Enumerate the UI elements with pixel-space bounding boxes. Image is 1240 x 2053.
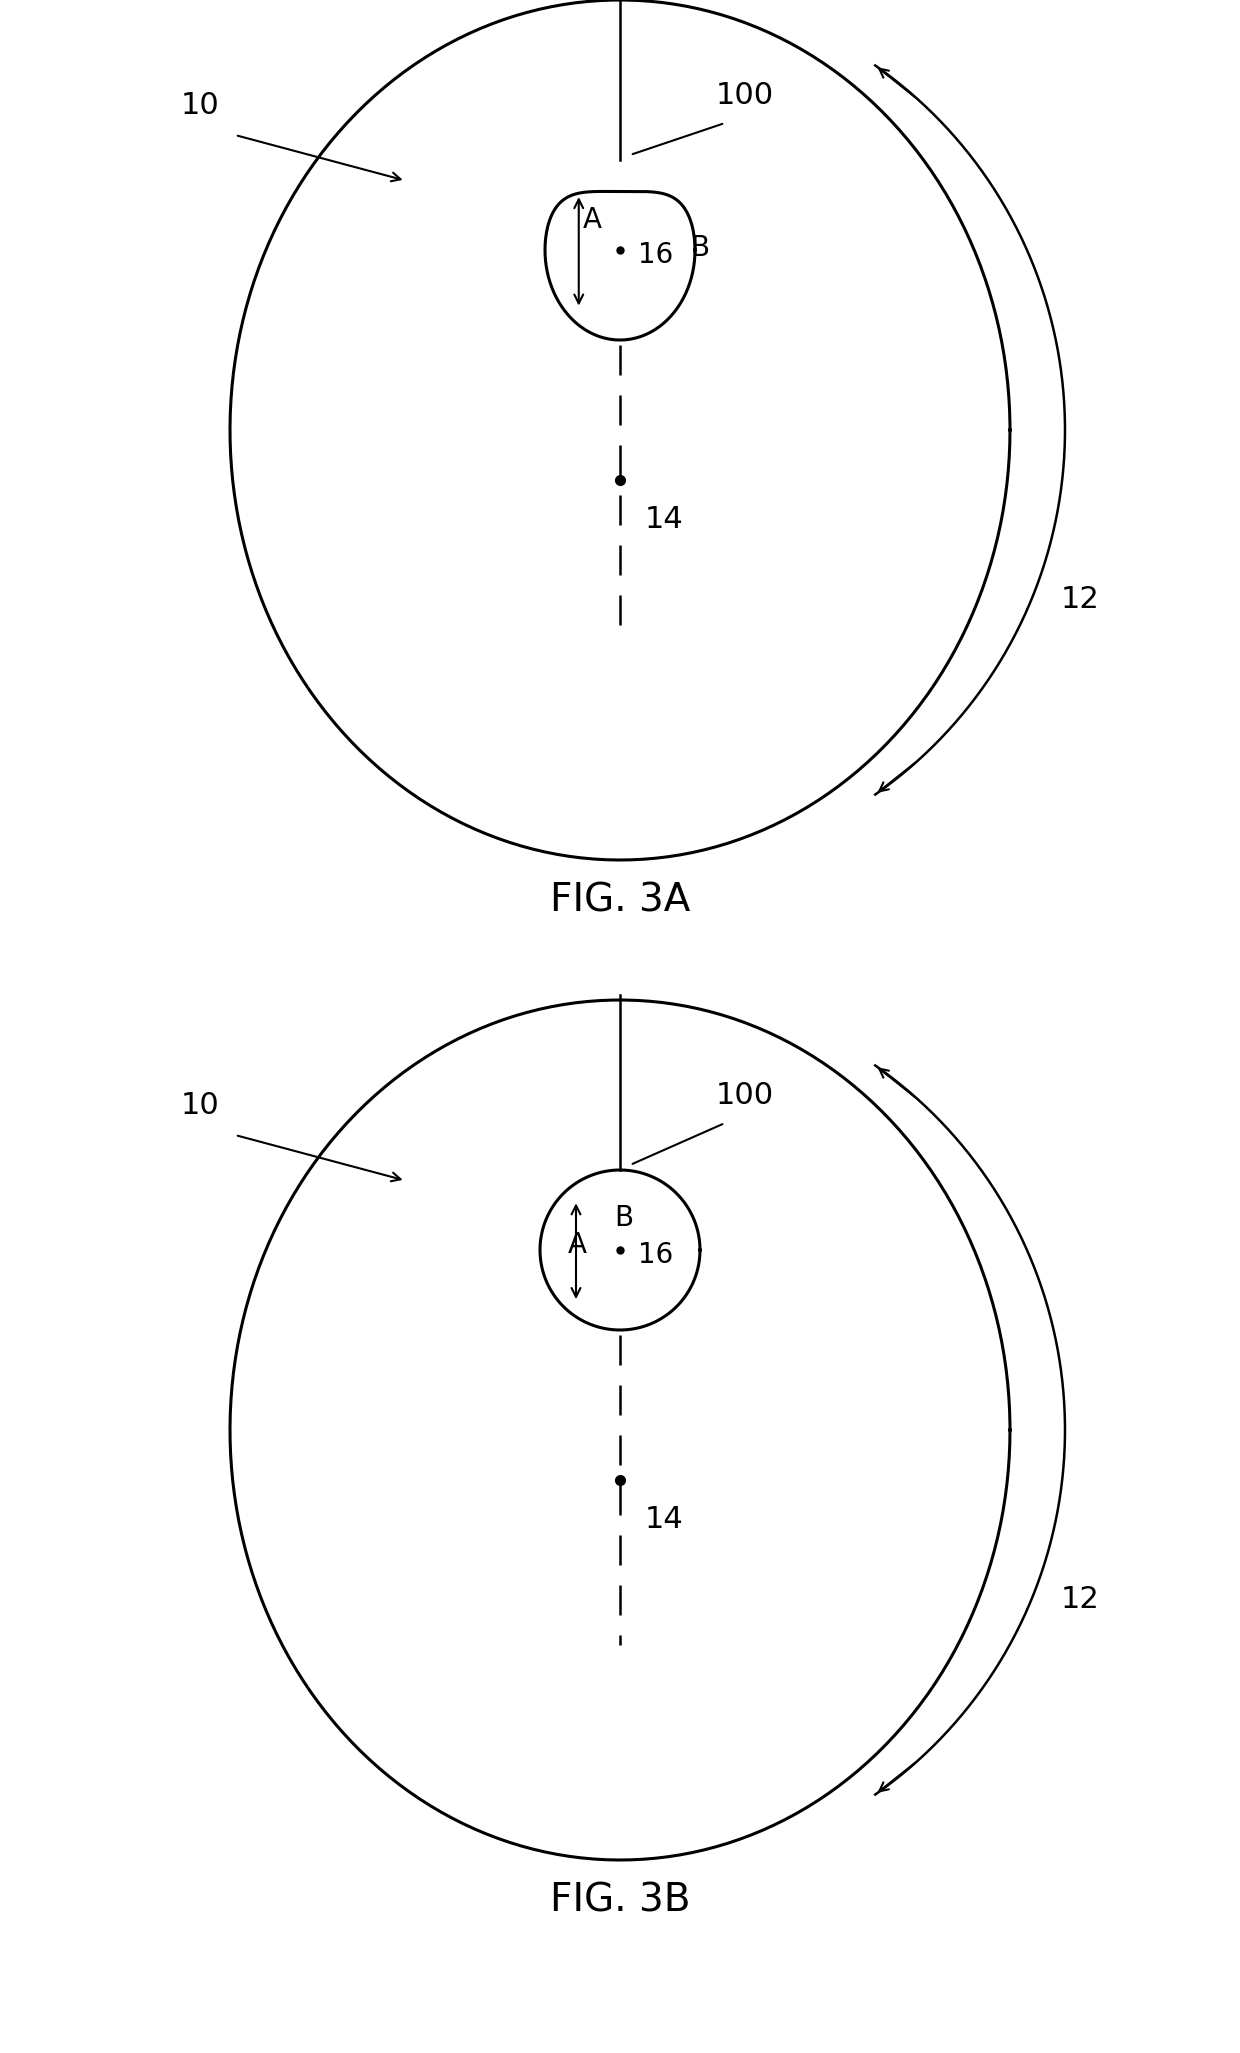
Text: B: B xyxy=(691,234,709,263)
Text: 100: 100 xyxy=(715,1080,774,1109)
Polygon shape xyxy=(539,1170,701,1330)
Text: FIG. 3A: FIG. 3A xyxy=(549,881,691,920)
Polygon shape xyxy=(546,191,694,341)
Text: 12: 12 xyxy=(1060,1585,1100,1614)
Text: A: A xyxy=(583,205,601,234)
Text: 16: 16 xyxy=(639,240,673,269)
Text: B: B xyxy=(615,1203,634,1232)
Text: 100: 100 xyxy=(715,80,774,109)
Text: 10: 10 xyxy=(181,1090,219,1119)
Text: 12: 12 xyxy=(1060,585,1100,614)
Text: 14: 14 xyxy=(645,505,683,534)
Text: 16: 16 xyxy=(639,1240,673,1269)
Text: FIG. 3B: FIG. 3B xyxy=(549,1881,691,1920)
Text: 10: 10 xyxy=(181,90,219,119)
Text: 14: 14 xyxy=(645,1505,683,1534)
Text: A: A xyxy=(568,1232,587,1258)
